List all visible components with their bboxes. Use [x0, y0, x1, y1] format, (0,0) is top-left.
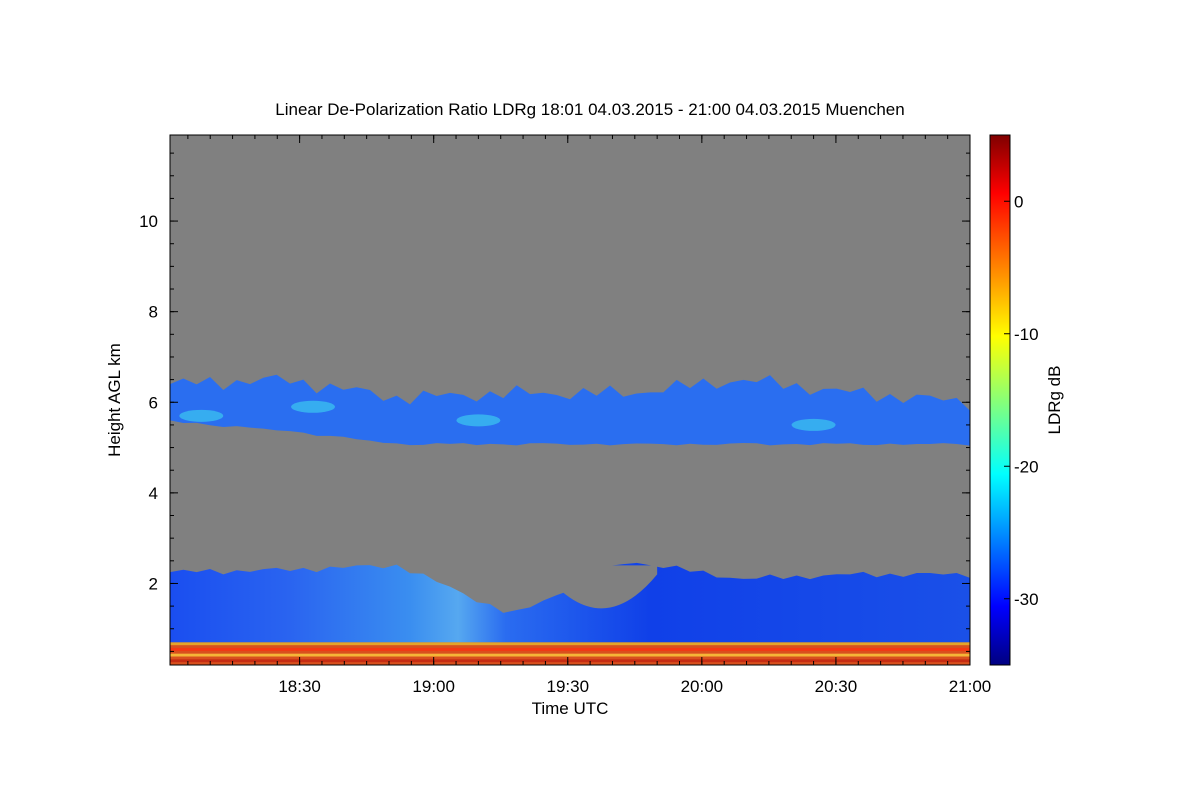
x-axis-label: Time UTC — [532, 699, 609, 718]
plot-frame — [169, 134, 971, 666]
cirrus-streak — [179, 409, 224, 422]
colorbar-tick-label: -20 — [1014, 457, 1039, 476]
colorbar: 0 -10 -20 -30 LDRg dB — [989, 134, 1064, 666]
colorbar-tick-label: -30 — [1014, 590, 1039, 609]
y-axis-label: Height AGL km — [105, 343, 124, 457]
x-axis-ticks: 18:30 19:00 19:30 20:00 20:30 21:00 — [278, 135, 991, 696]
x-tick-label: 21:00 — [949, 677, 992, 696]
y-axis-ticks: 2 4 6 8 10 — [139, 212, 970, 593]
surface-stripe — [170, 642, 970, 646]
boundary-layer-gap — [545, 565, 658, 609]
surface-stripe — [170, 659, 970, 663]
cirrus-streak — [291, 400, 336, 413]
boundary-layer — [170, 562, 970, 665]
minor-ticks — [170, 135, 971, 665]
chart-title: Linear De-Polarization Ratio LDRg 18:01 … — [275, 100, 904, 119]
x-tick-label: 19:30 — [546, 677, 589, 696]
plot-area: 18:30 19:00 19:30 20:00 20:30 21:00 2 4 6 8 10 — [139, 134, 991, 696]
y-tick-label: 6 — [149, 393, 158, 412]
cirrus-streak — [456, 414, 501, 427]
cirrus-streak — [791, 418, 836, 431]
x-tick-label: 20:30 — [815, 677, 858, 696]
surface-stripe — [170, 648, 970, 651]
y-tick-label: 2 — [149, 574, 158, 593]
y-tick-label: 8 — [149, 303, 158, 322]
colorbar-tick-label: 0 — [1014, 192, 1023, 211]
surface-stripe — [170, 653, 970, 657]
cirrus-layer — [170, 374, 970, 446]
colorbar-tick-label: -10 — [1014, 325, 1039, 344]
data-layers — [170, 374, 970, 665]
x-tick-label: 18:30 — [278, 677, 321, 696]
y-tick-label: 10 — [139, 212, 158, 231]
colorbar-gradient — [989, 134, 1011, 666]
y-tick-label: 4 — [149, 484, 158, 503]
colorbar-label: LDRg dB — [1045, 366, 1064, 435]
x-tick-label: 20:00 — [681, 677, 724, 696]
x-tick-label: 19:00 — [412, 677, 455, 696]
colorbar-ticks: 0 -10 -20 -30 — [1004, 192, 1039, 609]
